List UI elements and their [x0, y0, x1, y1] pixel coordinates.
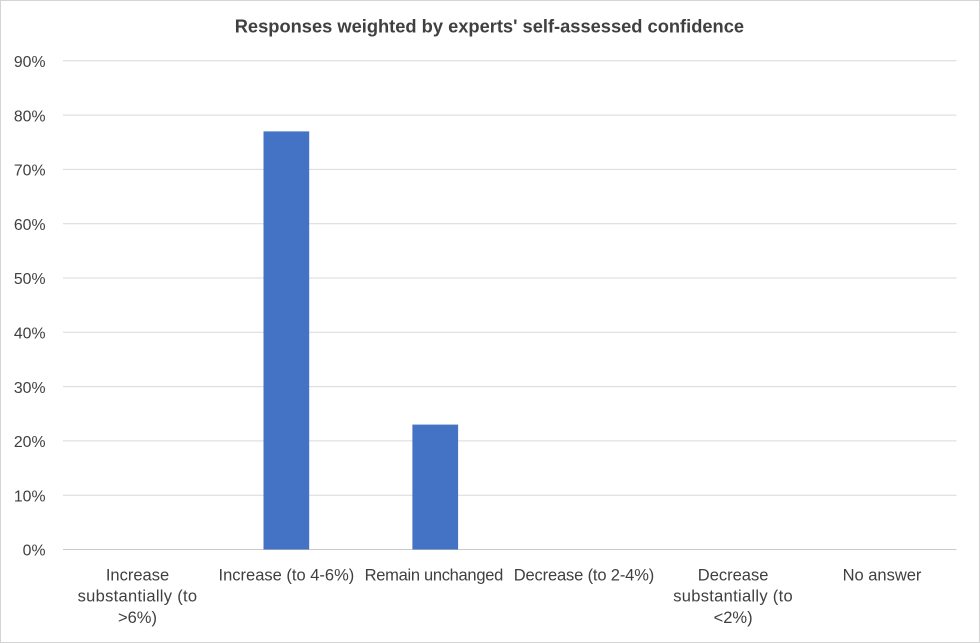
svg-text:Remain unchanged: Remain unchanged: [365, 566, 503, 584]
svg-text:substantially (to: substantially (to: [78, 588, 198, 606]
svg-text:60%: 60%: [14, 217, 46, 234]
svg-text:0%: 0%: [23, 543, 46, 560]
svg-text:70%: 70%: [14, 163, 46, 180]
svg-text:Increase (to 4-6%): Increase (to 4-6%): [219, 566, 355, 584]
svg-text:10%: 10%: [14, 488, 46, 505]
svg-text:substantially (to: substantially (to: [673, 588, 793, 606]
svg-text:90%: 90%: [14, 54, 46, 71]
svg-text:80%: 80%: [14, 108, 46, 125]
svg-text:40%: 40%: [14, 326, 46, 343]
svg-text:Increase: Increase: [106, 566, 169, 584]
svg-text:No answer: No answer: [843, 566, 922, 584]
svg-text:Responses weighted by experts': Responses weighted by experts' self-asse…: [235, 15, 744, 36]
svg-text:Decrease: Decrease: [698, 566, 769, 584]
svg-text:Decrease (to 2-4%): Decrease (to 2-4%): [514, 566, 654, 584]
svg-text:30%: 30%: [14, 380, 46, 397]
svg-text:20%: 20%: [14, 434, 46, 451]
svg-text:<2%): <2%): [714, 609, 753, 627]
svg-text:50%: 50%: [14, 271, 46, 288]
svg-text:>6%): >6%): [118, 609, 157, 627]
